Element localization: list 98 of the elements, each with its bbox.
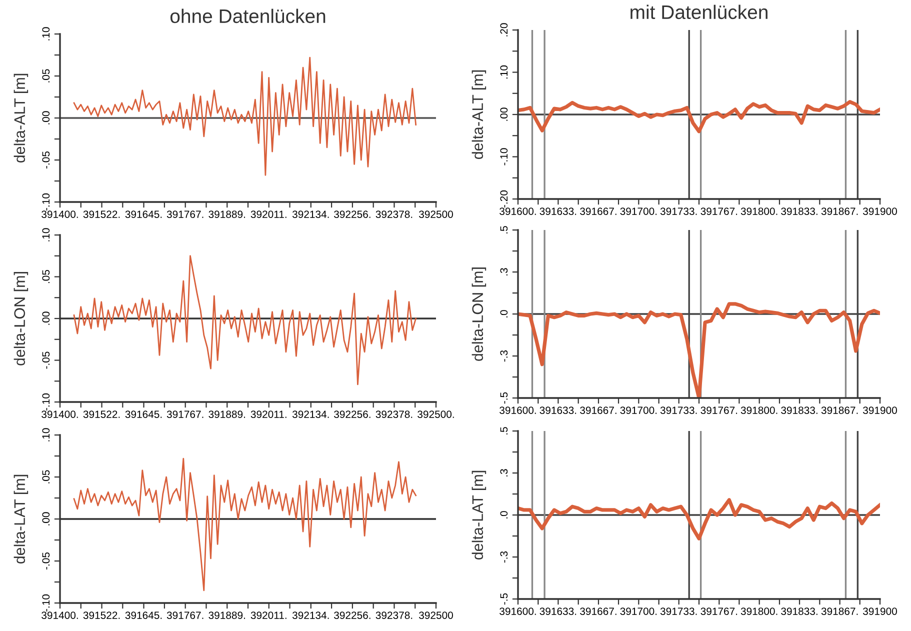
y-tick-label: -.05 [42, 352, 50, 369]
y-tick-label: .10 [42, 428, 50, 442]
x-tick-label: 392378. [376, 410, 412, 418]
x-tick-label: 391733. [660, 406, 697, 414]
x-tick-label: 391522. [83, 612, 120, 619]
y-axis-title: delta-LAT [m] [14, 474, 28, 564]
y-axis-title: delta-LON [m] [14, 272, 28, 366]
y-axis-title: delta-LON [m] [472, 268, 486, 361]
x-tick-label: 391600. [500, 406, 536, 414]
x-tick-label: 391667. [580, 406, 616, 414]
x-tick-label: 391733. [660, 608, 697, 615]
y-tick-label: .05 [42, 470, 50, 484]
x-tick-label: 392256. [334, 612, 370, 619]
x-tick-label: 391800. [740, 208, 778, 215]
x-tick-label: 391733. [660, 208, 697, 215]
y-tick-label: .00 [42, 111, 50, 124]
x-tick-label: 391833. [781, 406, 818, 414]
y-tick-label: -.05 [42, 552, 50, 570]
x-tick-label: 392134. [292, 410, 329, 418]
y-tick-label: -.3 [500, 350, 508, 362]
y-axis-title: delta-ALT [m] [14, 74, 28, 163]
x-tick-label: 392500. [418, 410, 454, 418]
x-tick-label: 391522. [83, 210, 120, 218]
y-tick-label: .5 [500, 226, 508, 234]
y-tick-label: .3 [500, 469, 508, 476]
x-tick-label: 391833. [781, 208, 818, 215]
y-tick-label: .10 [42, 27, 50, 40]
x-tick-label: 391600. [500, 608, 536, 615]
x-tick-label: 391522. [83, 410, 120, 418]
x-tick-label: 391867. [821, 208, 858, 215]
y-tick-label: -.10 [42, 594, 50, 612]
x-tick-label: 391900 [863, 608, 897, 615]
x-tick-label: 391889. [208, 410, 245, 418]
x-tick-label: 391900 [863, 208, 897, 215]
y-tick-label: -.10 [42, 193, 50, 211]
x-tick-label: 391667. [580, 208, 616, 215]
y-tick-label: .20 [500, 23, 508, 36]
y-tick-label: -.20 [500, 190, 508, 208]
x-tick-label: 392256. [334, 210, 370, 218]
x-tick-label: 392500 [419, 210, 453, 218]
x-tick-label: 391700. [620, 406, 657, 414]
x-tick-label: 392011. [250, 612, 286, 619]
y-tick-label: -.10 [42, 393, 50, 411]
y-tick-label: -.05 [42, 151, 50, 169]
x-tick-label: 391767. [700, 406, 738, 414]
y-tick-label: -.5 [500, 392, 508, 404]
x-tick-label: 392378. [376, 210, 412, 218]
x-tick-label: 392134. [292, 612, 329, 619]
y-tick-label: .05 [42, 270, 50, 284]
x-tick-label: 391833. [781, 608, 818, 615]
x-tick-label: 391645. [125, 210, 162, 218]
x-tick-label: 391400. [42, 410, 78, 418]
x-tick-label: 392378. [376, 612, 412, 619]
x-tick-label: 391800. [740, 608, 778, 615]
y-tick-label: -.5 [500, 593, 508, 605]
x-tick-label: 391600. [500, 208, 536, 215]
x-tick-label: 391867. [821, 406, 858, 414]
x-tick-label: 391889. [208, 612, 245, 619]
x-tick-label: 391800. [740, 406, 778, 414]
x-tick-label: 391645. [125, 612, 162, 619]
y-tick-label: .00 [42, 512, 50, 526]
x-tick-label: 391767. [166, 410, 204, 418]
x-tick-label: 391767. [166, 612, 204, 619]
y-axis-title: delta-LAT [m] [472, 470, 486, 560]
y-tick-label: .0 [500, 511, 508, 518]
x-tick-label: 391400. [42, 612, 78, 619]
y-tick-label: .10 [500, 65, 508, 79]
x-tick-label: 391867. [821, 608, 858, 615]
x-tick-label: 391767. [166, 210, 204, 218]
y-tick-label: .05 [42, 69, 50, 82]
x-tick-label: 391645. [125, 410, 162, 418]
y-tick-label: .10 [42, 228, 50, 242]
x-tick-label: 391633. [540, 208, 576, 215]
x-tick-label: 391889. [208, 210, 245, 218]
y-tick-label: .00 [42, 312, 50, 325]
y-tick-label: .3 [500, 268, 508, 276]
y-tick-label: -.3 [500, 551, 508, 563]
x-tick-label: 391900 [863, 406, 897, 414]
y-tick-label: .5 [500, 427, 508, 434]
x-tick-label: 392011. [250, 410, 286, 418]
x-tick-label: 391667. [580, 608, 616, 615]
x-tick-label: 391400. [42, 210, 78, 218]
x-tick-label: 392011. [250, 210, 286, 218]
x-tick-label: 391633. [540, 406, 576, 414]
x-tick-label: 392256. [334, 410, 370, 418]
chart-title: mit Datenlücken [630, 4, 768, 20]
x-tick-label: 392134. [292, 210, 329, 218]
y-axis-title: delta-ALT [m] [472, 70, 486, 160]
y-tick-label: -.10 [500, 148, 508, 166]
x-tick-label: 391633. [540, 608, 576, 615]
x-tick-label: 391767. [700, 608, 738, 615]
x-tick-label: 391700. [620, 208, 657, 215]
x-tick-label: 392500 [419, 612, 453, 619]
x-tick-label: 391700. [620, 608, 657, 615]
chart-title: ohne Datenlücken [170, 8, 326, 24]
y-tick-label: .00 [500, 108, 508, 121]
y-tick-label: .0 [500, 310, 508, 318]
x-tick-label: 391767. [700, 208, 738, 215]
